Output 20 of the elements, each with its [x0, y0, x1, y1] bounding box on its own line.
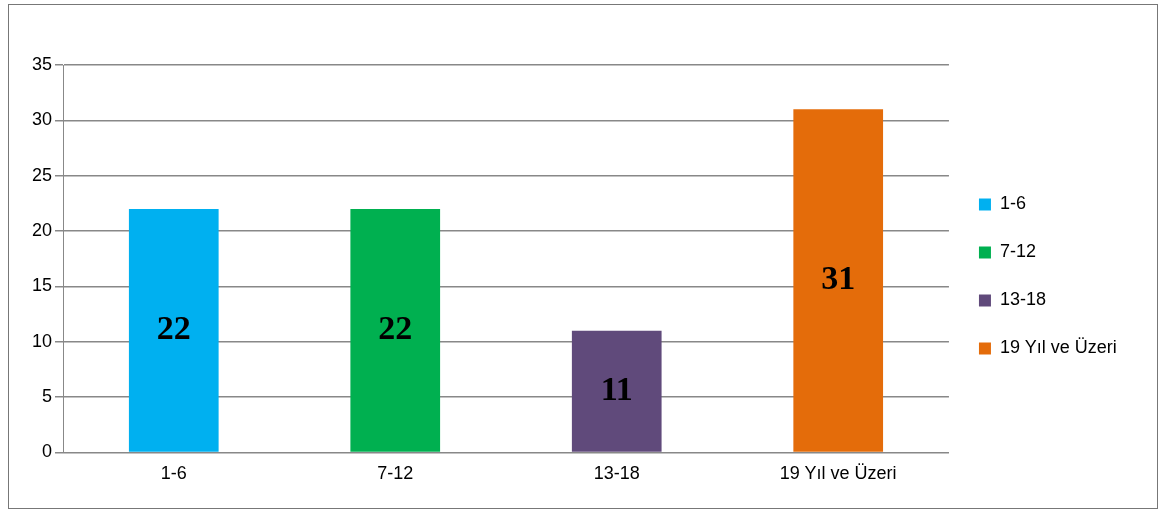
x-tick-label: 1-6: [160, 463, 187, 484]
legend-label: 1-6: [999, 193, 1026, 214]
data-label: 22: [378, 309, 413, 347]
y-tick-label: 15: [31, 275, 53, 296]
y-tick-label: 0: [42, 441, 53, 462]
y-tick-label: 30: [31, 109, 53, 130]
y-tick-label: 10: [31, 330, 53, 351]
y-tick-label: 25: [31, 164, 53, 185]
data-label: 11: [600, 369, 633, 407]
x-tick-label: 13-18: [593, 463, 640, 484]
y-tick-label: 35: [31, 53, 53, 74]
y-tick-label: 5: [42, 386, 53, 407]
x-tick-label: 19 Yıl ve Üzeri: [779, 463, 897, 484]
data-label: 22: [156, 309, 191, 347]
data-label: 31: [821, 259, 856, 297]
x-tick-label: 7-12: [377, 463, 414, 484]
legend-label: 7-12: [999, 241, 1036, 262]
legend-label: 19 Yıl ve Üzeri: [999, 337, 1117, 358]
legend-label: 13-18: [999, 289, 1046, 310]
y-tick-label: 20: [31, 220, 53, 240]
